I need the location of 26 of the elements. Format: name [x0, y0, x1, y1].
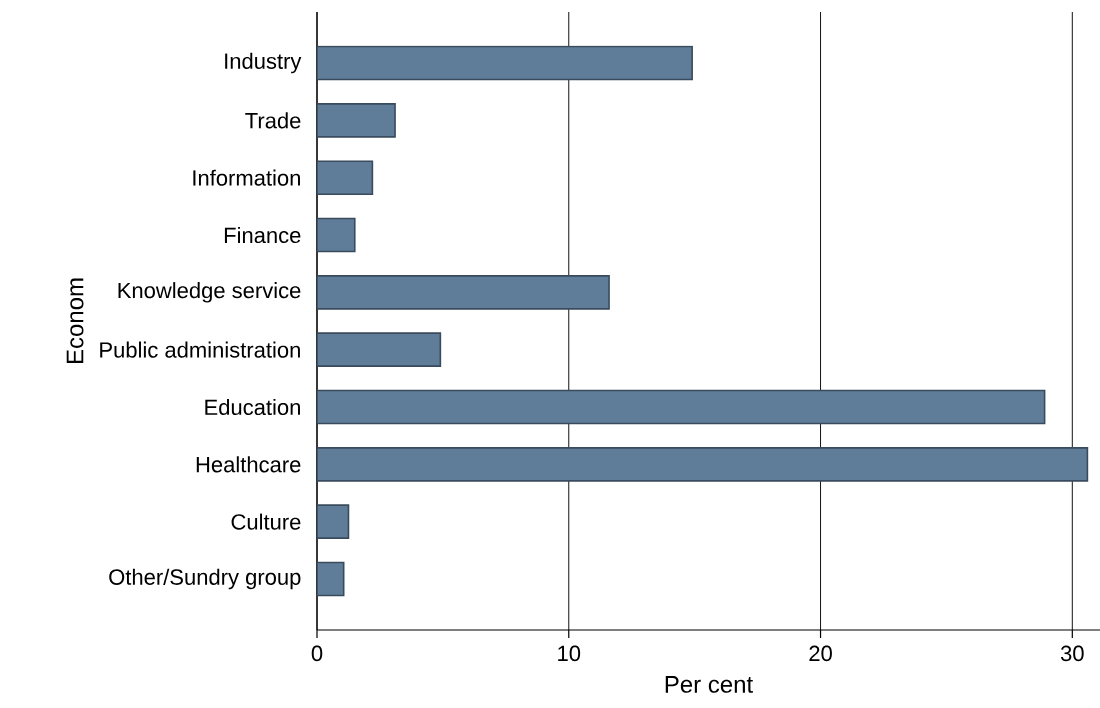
- bar: [317, 160, 374, 195]
- y-tick-label: Public administration: [100, 341, 300, 358]
- bar: [317, 275, 610, 310]
- y-tick-label: Information: [193, 169, 300, 186]
- bar: [317, 561, 345, 597]
- x-tick-label: 0: [311, 645, 323, 662]
- bar: [317, 45, 693, 81]
- bar: [317, 103, 396, 138]
- x-tick-label: 20: [809, 645, 832, 662]
- y-tick-label: Trade: [245, 112, 301, 129]
- y-tick-label: Culture: [231, 513, 301, 530]
- y-tick-label: Finance: [224, 226, 301, 244]
- y-tick-label: Other/Sundry group: [109, 568, 301, 590]
- y-tick-label: Healthcare: [196, 456, 301, 473]
- y-axis-title: Econom: [66, 278, 84, 364]
- y-tick-label: Education: [205, 398, 300, 416]
- bar: [317, 447, 1089, 482]
- y-tick-label: Industry: [225, 52, 302, 74]
- bar: [317, 332, 442, 367]
- x-tick-label: 10: [558, 645, 581, 662]
- x-tick-label: 30: [1060, 645, 1084, 662]
- bar: [317, 389, 1046, 425]
- x-axis-title: Per cent: [665, 676, 753, 693]
- y-tick-label: Knowledge service: [118, 282, 301, 303]
- bar: [317, 504, 350, 539]
- bar: [317, 217, 356, 253]
